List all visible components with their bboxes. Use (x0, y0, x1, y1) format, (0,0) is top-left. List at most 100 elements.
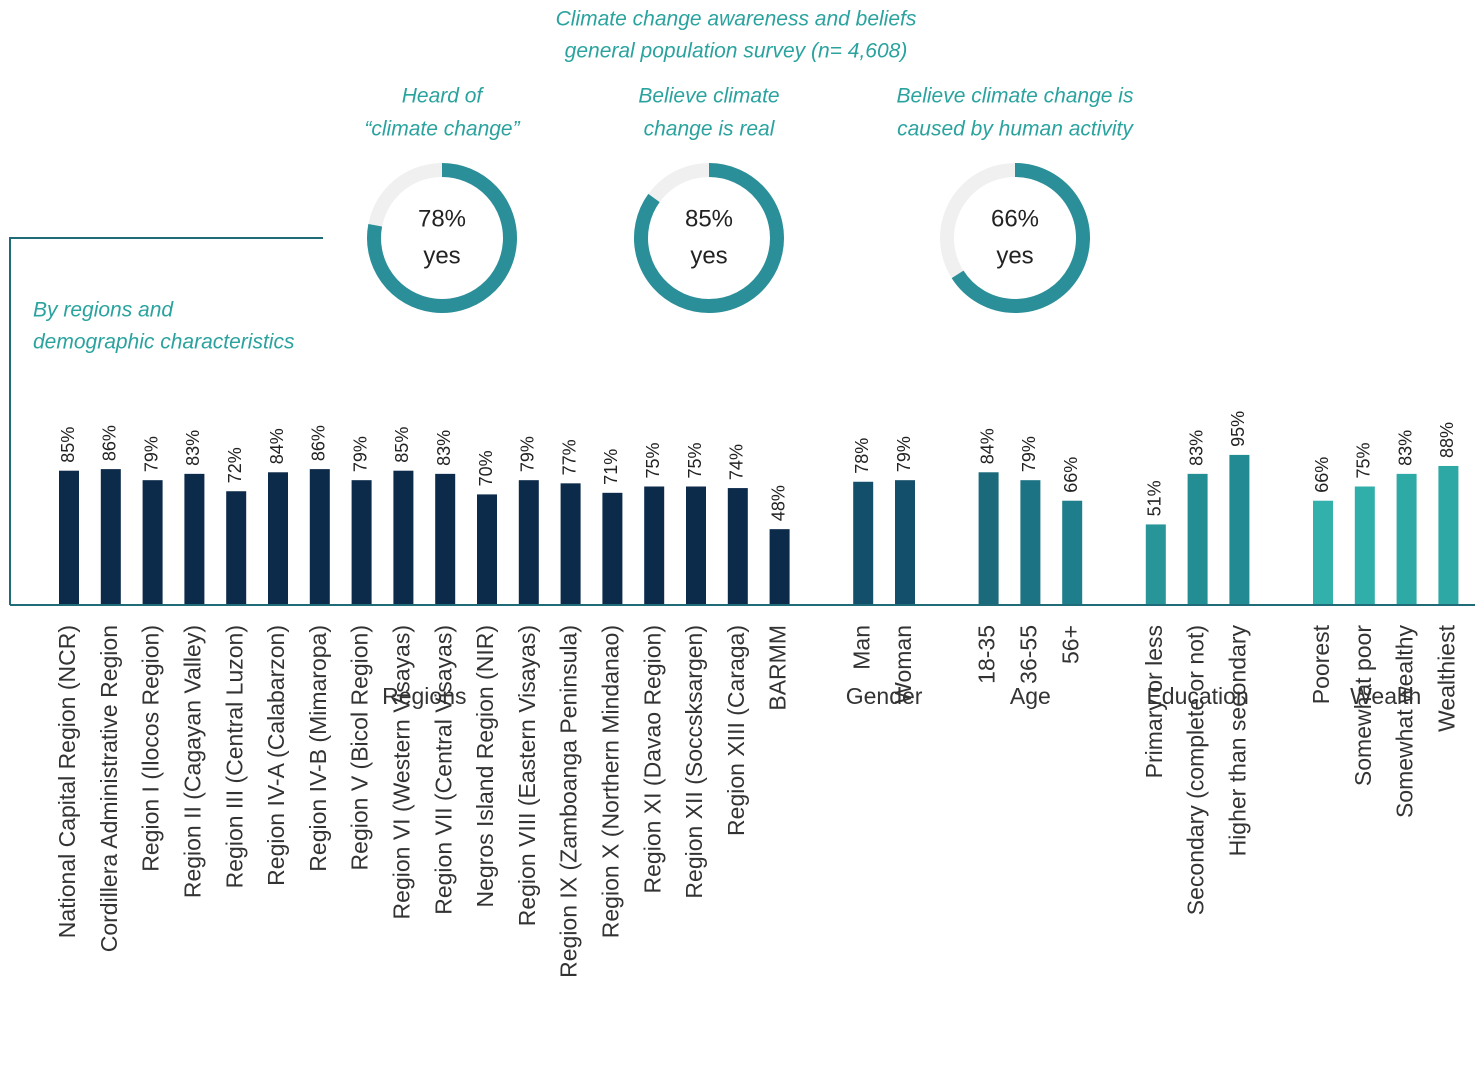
x-tick-label: Region VIII (Eastern Visayas) (514, 625, 540, 926)
value-label: 70% (476, 450, 496, 486)
donut-value: 66% (991, 205, 1039, 232)
bar (560, 483, 581, 605)
value-label: 86% (100, 425, 120, 461)
frame-line (9, 237, 323, 605)
x-tick-label: Region IV-B (Mimaropa) (305, 625, 331, 872)
value-label: 78% (852, 438, 872, 474)
value-label: 95% (1228, 411, 1248, 447)
x-tick-label: Region III (Central Luzon) (221, 625, 247, 888)
bar (895, 480, 915, 605)
bar (727, 488, 748, 605)
chart-title: general population survey (n= 4,608) (565, 40, 908, 63)
bar (1145, 524, 1166, 605)
value-label: 74% (727, 444, 747, 480)
x-tick-label: Region II (Cagayan Valley) (179, 625, 205, 898)
bar (644, 486, 665, 605)
value-label: 85% (392, 427, 412, 463)
donut-title: Believe climate (638, 85, 779, 108)
value-label: 84% (267, 428, 287, 464)
value-label: 79% (518, 436, 538, 472)
bar (435, 473, 456, 605)
value-label: 66% (1061, 457, 1081, 493)
x-tick-label: Region IV-A (Calabarzon) (263, 625, 289, 886)
donut-value: 78% (418, 205, 466, 232)
x-tick-label: 56+ (1057, 625, 1083, 664)
bar (686, 486, 706, 605)
x-tick-label: Somewhat poor (1350, 625, 1376, 786)
bar (1020, 480, 1041, 605)
donut-arc (951, 163, 1090, 313)
donut-label: yes (423, 242, 460, 269)
x-tick-label: 18-35 (974, 625, 1000, 684)
value-label: 77% (559, 439, 579, 475)
value-label: 79% (350, 436, 370, 472)
donut-title: Heard of (402, 85, 485, 108)
bar (184, 473, 205, 605)
donut-value: 85% (685, 205, 733, 232)
x-tick-label: BARMM (765, 625, 791, 711)
x-tick-label: Region XIII (Caraga) (723, 625, 749, 836)
bar (1313, 500, 1333, 605)
value-label: 48% (768, 485, 788, 521)
x-tick-label: Somewhat wealthy (1392, 625, 1418, 819)
donut-title: “climate change” (364, 118, 520, 141)
x-tick-label: Primary or less (1141, 625, 1167, 778)
value-label: 72% (225, 447, 245, 483)
bar (1187, 473, 1208, 605)
x-tick-label: Higher than secondary (1224, 625, 1250, 857)
value-label: 51% (1145, 480, 1165, 516)
value-label: 71% (601, 449, 621, 485)
group-label: Education (1146, 683, 1248, 709)
x-tick-label: Region VII (Central Visayas) (430, 625, 456, 915)
x-tick-label: Region XII (Soccsksargen) (681, 625, 707, 899)
bar (769, 529, 790, 605)
value-label: 85% (58, 427, 78, 463)
value-label: 79% (141, 436, 161, 472)
x-tick-label: Cordillera Administrative Region (96, 625, 122, 952)
value-label: 79% (1019, 436, 1039, 472)
donut-title: Believe climate change is (897, 85, 1134, 108)
value-label: 86% (309, 425, 329, 461)
bar (1354, 486, 1375, 605)
bar (602, 492, 623, 605)
value-label: 66% (1312, 457, 1332, 493)
value-label: 75% (685, 442, 705, 478)
bar (59, 470, 79, 605)
group-label: Age (1010, 683, 1051, 709)
bar (100, 469, 121, 605)
bar (351, 480, 372, 605)
value-label: 75% (643, 442, 663, 478)
bar (978, 472, 999, 605)
bar (1062, 500, 1083, 605)
bar (226, 491, 247, 605)
value-label: 83% (183, 430, 203, 466)
x-tick-label: Region XI (Davao Region) (639, 625, 665, 893)
value-label: 83% (1186, 430, 1206, 466)
x-tick-label: Region V (Bicol Region) (347, 625, 373, 870)
value-label: 83% (434, 430, 454, 466)
x-tick-label: Region X (Northern Mindanao) (597, 625, 623, 938)
bar (142, 480, 163, 605)
bar (853, 481, 874, 605)
donut-arc (634, 163, 784, 313)
x-tick-label: Secondary (complete or not) (1183, 625, 1209, 915)
value-label: 79% (894, 436, 914, 472)
x-tick-label: Region I (Ilocos Region) (138, 625, 164, 872)
chart-title: Climate change awareness and beliefs (556, 8, 917, 31)
x-tick-label: Region IX (Zamboanga Peninsula) (556, 625, 582, 978)
bar (477, 494, 497, 605)
donut-arc (367, 163, 517, 313)
x-tick-label: Woman (890, 625, 916, 704)
donut-label: yes (690, 242, 727, 269)
x-tick-label: 36-55 (1015, 625, 1041, 684)
value-label: 88% (1437, 422, 1457, 458)
value-label: 84% (977, 428, 997, 464)
group-label: Wealth (1350, 683, 1421, 709)
donut-title: caused by human activity (897, 118, 1134, 141)
x-tick-label: Negros Island Region (NIR) (472, 625, 498, 908)
x-tick-label: Region VI (Western Visayas) (388, 625, 414, 919)
bar (1438, 465, 1459, 605)
bar (309, 469, 330, 605)
x-tick-label: Wealthiest (1433, 624, 1459, 732)
